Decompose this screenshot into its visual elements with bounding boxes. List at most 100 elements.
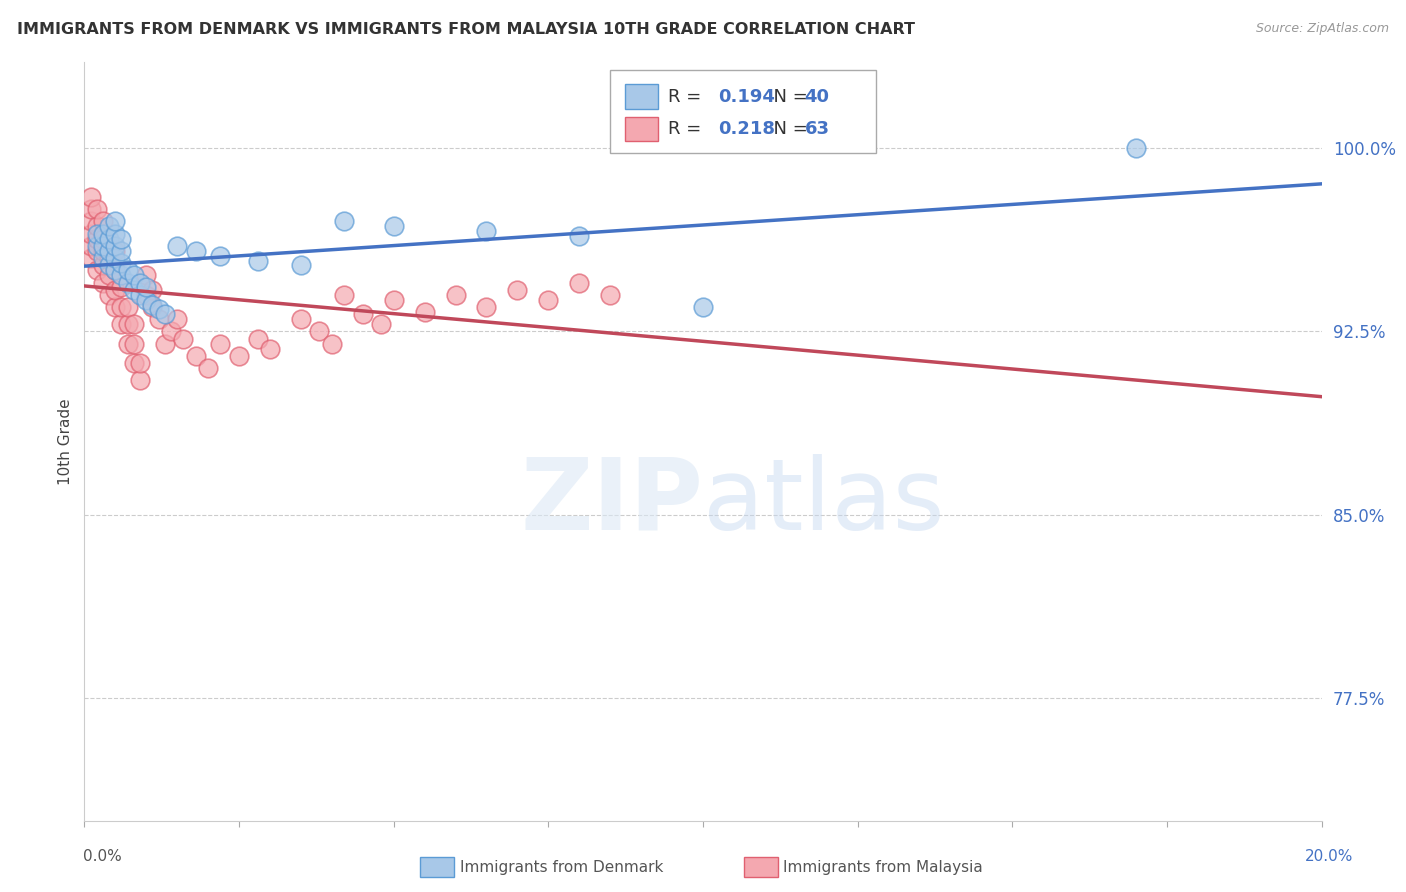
Point (79, 251, 101, 265)
Point (1125, 141, 1147, 155)
Point (141, 283, 163, 297)
Point (104, 263, 127, 277)
Point (79, 239, 101, 253)
FancyBboxPatch shape (610, 70, 876, 153)
Point (79, 202, 101, 217)
Point (166, 239, 188, 253)
Point (506, 283, 529, 297)
Point (308, 325, 330, 339)
Point (209, 249, 232, 263)
Point (104, 244, 127, 258)
Point (475, 300, 498, 314)
Point (91, 214, 114, 228)
Point (184, 244, 207, 258)
Point (104, 263, 127, 277)
Point (91, 276, 114, 290)
Text: R =: R = (668, 120, 707, 138)
Point (91, 244, 114, 258)
Point (141, 300, 163, 314)
Point (122, 268, 145, 283)
Point (197, 361, 219, 376)
Point (91, 231, 114, 245)
FancyBboxPatch shape (626, 85, 658, 109)
Point (122, 336, 145, 351)
Point (148, 312, 170, 326)
Point (104, 251, 127, 265)
Text: ZIP: ZIP (520, 454, 703, 550)
Point (86, 263, 108, 277)
Point (110, 280, 132, 294)
Point (117, 263, 139, 277)
Point (568, 229, 591, 244)
Point (91, 251, 114, 265)
Point (91, 239, 114, 253)
Point (117, 317, 139, 331)
Point (160, 325, 183, 339)
Point (110, 231, 132, 245)
Text: R =: R = (668, 87, 707, 105)
Text: 63: 63 (804, 120, 830, 138)
Point (98, 231, 121, 245)
Point (382, 293, 405, 307)
Point (568, 276, 591, 290)
Text: Immigrants from Denmark: Immigrants from Denmark (460, 860, 664, 874)
Point (148, 302, 170, 317)
Y-axis label: 10th Grade: 10th Grade (58, 398, 73, 485)
Point (117, 300, 139, 314)
Point (135, 268, 157, 283)
Point (370, 317, 392, 331)
Point (413, 305, 436, 319)
Point (110, 317, 132, 331)
Point (290, 312, 312, 326)
Point (475, 224, 498, 238)
Point (104, 283, 127, 297)
Point (333, 214, 356, 228)
Point (86, 202, 108, 217)
Point (333, 287, 356, 301)
Point (117, 336, 139, 351)
Point (122, 356, 145, 370)
Point (104, 214, 127, 228)
Text: 0.194: 0.194 (718, 87, 775, 105)
Point (91, 227, 114, 241)
Point (98, 244, 121, 258)
Point (692, 300, 714, 314)
Point (79, 214, 101, 228)
Point (86, 227, 108, 241)
Point (259, 342, 281, 356)
Point (79, 227, 101, 241)
Text: 0.0%: 0.0% (83, 849, 122, 864)
Point (98, 251, 121, 265)
Point (110, 256, 132, 270)
FancyBboxPatch shape (626, 117, 658, 141)
Point (110, 268, 132, 283)
Point (184, 349, 207, 363)
Point (172, 332, 194, 346)
Point (166, 312, 188, 326)
Text: N =: N = (762, 120, 814, 138)
Point (117, 276, 139, 290)
Text: 0.218: 0.218 (718, 120, 775, 138)
Point (141, 297, 163, 311)
Point (110, 244, 132, 258)
Point (246, 332, 269, 346)
Point (110, 300, 132, 314)
Point (104, 239, 127, 253)
Text: Immigrants from Malaysia: Immigrants from Malaysia (783, 860, 983, 874)
Point (79, 190, 101, 204)
Point (135, 280, 157, 294)
Point (129, 373, 152, 387)
Point (104, 227, 127, 241)
Point (129, 276, 152, 290)
Point (444, 287, 467, 301)
Point (228, 349, 250, 363)
Point (153, 307, 176, 321)
Point (98, 268, 121, 283)
Text: atlas: atlas (703, 454, 945, 550)
Point (129, 356, 152, 370)
Point (352, 307, 374, 321)
Text: IMMIGRANTS FROM DENMARK VS IMMIGRANTS FROM MALAYSIA 10TH GRADE CORRELATION CHART: IMMIGRANTS FROM DENMARK VS IMMIGRANTS FR… (17, 22, 915, 37)
Point (91, 259, 114, 273)
Point (537, 293, 560, 307)
Point (98, 287, 121, 301)
